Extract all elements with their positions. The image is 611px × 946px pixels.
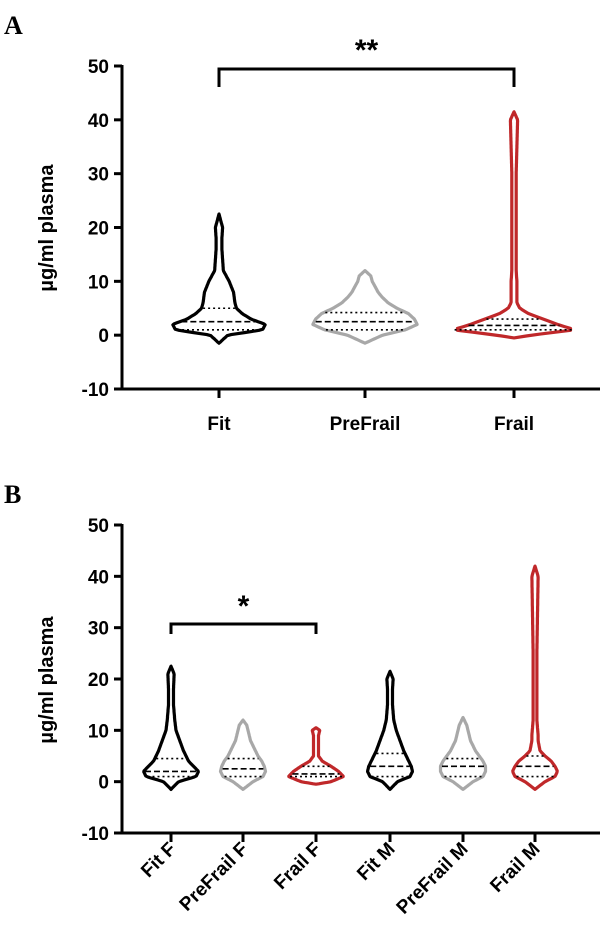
y-tick-label: -10: [82, 824, 109, 845]
violin-prefrail: [311, 269, 419, 345]
violin-outline: [511, 564, 559, 791]
significance-bracket: [217, 67, 516, 87]
y-tick-label: 10: [88, 272, 109, 293]
violin-frail-m: [511, 564, 559, 791]
x-category-label: Frail M: [486, 839, 544, 897]
y-tick-label: 10: [88, 721, 109, 742]
violin-fit-f: [142, 664, 200, 791]
violin-fit-m: [366, 669, 414, 791]
y-tick-label: 0: [98, 326, 109, 347]
violin-outline: [311, 269, 419, 345]
violin-outline: [218, 718, 268, 791]
y-tick-label: 50: [88, 516, 109, 537]
y-tick-label: 30: [88, 165, 109, 186]
violin-frail: [454, 110, 574, 340]
violin-fit: [171, 212, 267, 345]
y-tick-label: 50: [88, 57, 109, 78]
y-tick-label: 40: [88, 111, 109, 132]
y-tick-label: 30: [88, 619, 109, 640]
y-tick-label: 20: [88, 670, 109, 691]
violin-outline: [287, 726, 345, 786]
significance-label: **: [355, 34, 379, 67]
y-tick-label: 40: [88, 567, 109, 588]
x-category-label: Fit M: [353, 839, 399, 885]
x-category-label: Frail F: [270, 839, 325, 894]
panel-b-letter: B: [4, 480, 21, 509]
panel-a-letter: A: [4, 11, 23, 40]
x-category-label: Fit F: [137, 839, 180, 882]
x-category-label: PreFrail: [330, 414, 401, 435]
panel-a-ylabel: µg/ml plasma: [36, 164, 58, 292]
violin-prefrail-m: [438, 715, 488, 791]
violin-outline: [438, 715, 488, 791]
panel-a: A µg/ml plasma -10 0 10 20 30 40 50 Fit PreFrail…: [4, 11, 600, 435]
significance-bracket: [169, 622, 318, 634]
significance-label: *: [238, 590, 250, 623]
x-category-label: Fit: [207, 414, 231, 435]
violin-outline: [455, 110, 573, 340]
y-tick-label: 20: [88, 219, 109, 240]
panel-b-ylabel: µg/ml plasma: [36, 616, 58, 744]
y-tick-label: 0: [98, 773, 109, 794]
violin-prefrail-f: [218, 718, 268, 791]
x-category-label: PreFrail M: [393, 839, 473, 919]
violin-outline: [171, 212, 267, 345]
x-category-label: Frail: [494, 414, 534, 435]
violin-frail-f: [287, 726, 345, 786]
x-category-label: PreFrail F: [176, 839, 253, 916]
y-tick-label: -10: [82, 380, 109, 401]
violin-outline: [366, 669, 414, 791]
